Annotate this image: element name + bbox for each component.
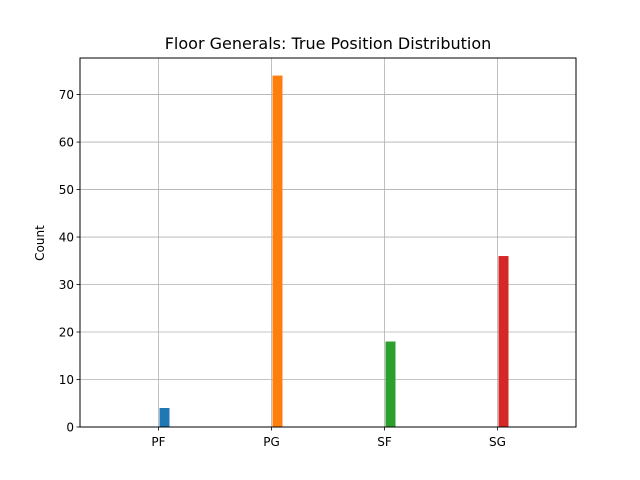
y-tick-label: 30	[59, 278, 74, 292]
plot-frame	[79, 57, 577, 428]
bar-pf	[159, 408, 170, 427]
grid-lines	[80, 58, 576, 428]
y-tick-label: 0	[66, 421, 74, 435]
x-tick-label: PG	[263, 435, 280, 449]
y-tick-label: 20	[59, 326, 74, 340]
y-axis-label: Count	[33, 225, 47, 261]
bar-sg	[498, 256, 509, 427]
x-tick-label: SF	[377, 435, 392, 449]
chart-title: Floor Generals: True Position Distributi…	[165, 34, 492, 53]
y-tick-label: 70	[59, 88, 74, 102]
bar-pg	[272, 75, 283, 428]
y-tick-label: 40	[59, 231, 74, 245]
y-tick-label: 50	[59, 183, 74, 197]
bar-sf	[385, 341, 396, 427]
x-axis-ticks: PF PG SF SG	[151, 427, 506, 449]
bars	[159, 75, 509, 428]
x-tick-label: SG	[489, 435, 506, 449]
y-tick-label: 10	[59, 373, 74, 387]
x-tick-label: PF	[151, 435, 165, 449]
y-tick-label: 60	[59, 136, 74, 150]
y-axis-ticks: 0 10 20 30 40 50 60 70	[59, 88, 80, 435]
